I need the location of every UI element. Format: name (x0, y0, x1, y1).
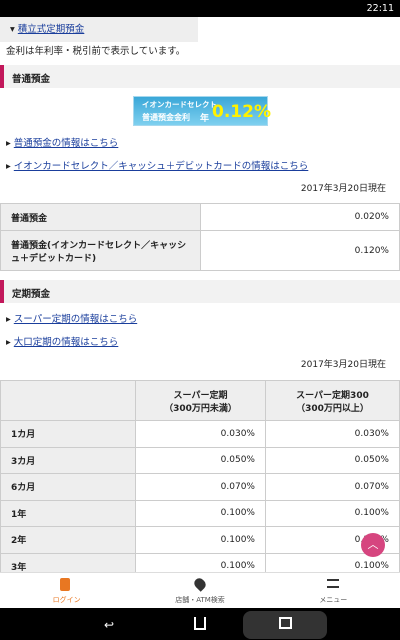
row-label: 1年 (0, 499, 136, 527)
col-title: スーパー定期300 (296, 390, 369, 401)
lock-icon (60, 578, 70, 591)
link[interactable]: ▸ イオンカードセレクト／キャッシュ＋デビットカードの情報はこちら (6, 161, 309, 172)
top-link[interactable]: 積立式定期預金 (17, 24, 85, 35)
row-label: 1カ月 (0, 420, 136, 448)
link[interactable]: ▸ スーパー定期の情報はこちら (6, 314, 138, 325)
col-header: スーパー定期300 （300万円以上） (265, 380, 400, 421)
rate: 0.050% (265, 446, 400, 474)
banner-rate: 0.12% (212, 102, 271, 122)
clock: 22:11 (366, 3, 394, 14)
rate: 0.120% (200, 230, 400, 271)
menu-icon (327, 579, 339, 588)
banner-line1: イオンカードセレクト (142, 100, 217, 109)
link[interactable]: ▸ 大口定期の情報はこちら (6, 337, 119, 348)
banner-year: 年 (200, 114, 210, 124)
rate: 0.070% (135, 473, 266, 501)
link-text[interactable]: イオンカードセレクト／キャッシュ＋デビットカードの情報はこちら (13, 161, 309, 172)
row-label: 6カ月 (0, 473, 136, 501)
section-header: 定期預金 (0, 280, 400, 303)
rate: 0.050% (135, 446, 266, 474)
note: 金利は年利率・税引前で表示しています。 (6, 46, 186, 57)
scroll-top-button[interactable]: ︿ (361, 533, 385, 557)
col-header: スーパー定期 （300万円未満） (135, 380, 266, 421)
rate: 0.100% (265, 499, 400, 527)
rate: 0.100% (135, 526, 266, 554)
rate: 0.020% (200, 203, 400, 231)
link-text[interactable]: 大口定期の情報はこちら (13, 337, 119, 348)
section-header: 普通預金 (0, 65, 400, 88)
link-text[interactable]: 普通預金の情報はこちら (13, 138, 119, 149)
status-bar: 22:11 (0, 0, 400, 17)
col-title: スーパー定期 (173, 390, 228, 401)
banner-line2: 普通預金金利 (142, 113, 190, 122)
row-label: 普通預金 (0, 203, 201, 231)
recent-button-bg (243, 611, 327, 639)
rate: 0.030% (265, 420, 400, 448)
date: 2017年3月20日現在 (300, 360, 386, 370)
link-text[interactable]: スーパー定期の情報はこちら (13, 314, 138, 325)
col-note: （300万円以上） (296, 403, 369, 414)
link[interactable]: ▸ 普通預金の情報はこちら (6, 138, 119, 149)
recent-button[interactable] (279, 617, 292, 629)
date: 2017年3月20日現在 (300, 184, 386, 194)
nav-menu[interactable]: メニュー (319, 596, 348, 604)
col-note: （300万円未満） (164, 403, 237, 414)
banner[interactable]: イオンカードセレクト 普通預金金利 年 0.12% (133, 96, 271, 126)
corner (0, 380, 136, 421)
home-button[interactable] (194, 617, 206, 630)
rate: 0.070% (265, 473, 400, 501)
row-label: 2年 (0, 526, 136, 554)
rate: 0.030% (135, 420, 266, 448)
rate: 0.100% (135, 499, 266, 527)
nav-store[interactable]: 店舗・ATM検索 (175, 596, 225, 604)
top-link-box: ▾ 積立式定期預金 (0, 17, 198, 42)
row-label: 普通預金(イオンカードセレクト／キャッシュ＋デビットカード) (0, 230, 201, 271)
table: スーパー定期 （300万円未満） スーパー定期300 （300万円以上） 1カ月 0.… (0, 380, 400, 580)
system-nav: ↩ (0, 608, 400, 640)
nav-login[interactable]: ログイン (52, 596, 81, 604)
table: 普通預金 0.020% 普通預金(イオンカードセレクト／キャッシュ＋デビットカード… (0, 203, 400, 271)
back-button[interactable]: ↩ (104, 618, 115, 632)
row-label: 3カ月 (0, 446, 136, 474)
